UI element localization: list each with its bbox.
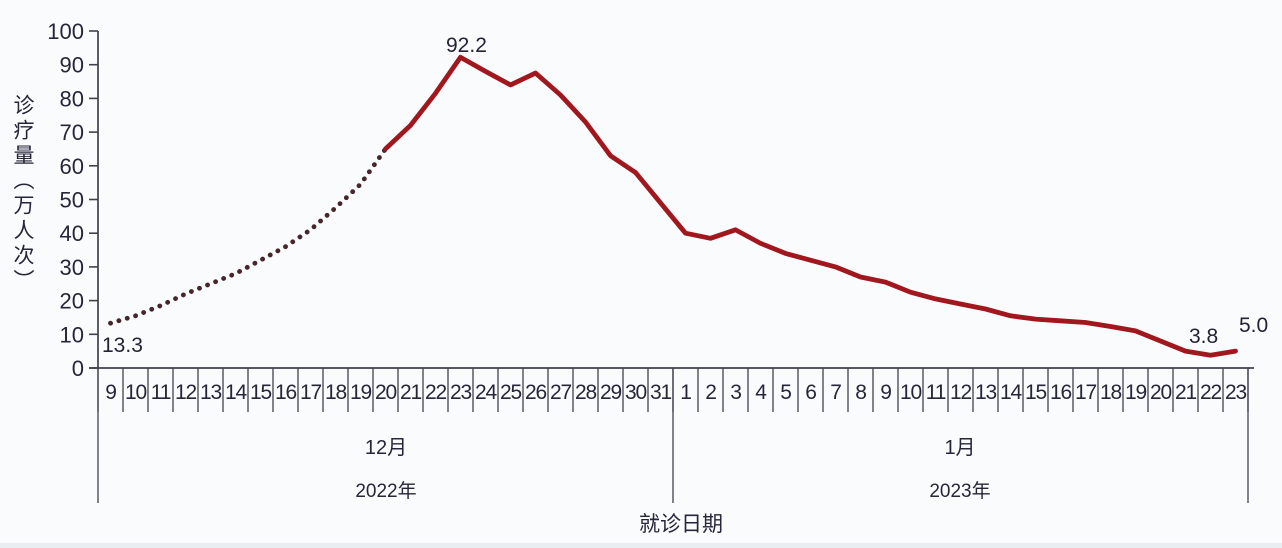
x-tick-day-label: 3 — [730, 381, 741, 404]
bottom-edge-strip — [0, 543, 1282, 548]
x-tick-day-label: 13 — [200, 381, 221, 404]
x-tick-day-label: 7 — [830, 381, 841, 404]
data-label-last-point: 5.0 — [1239, 314, 1269, 337]
x-tick-day-label: 12 — [175, 381, 196, 404]
x-tick-day-label: 1 — [680, 381, 691, 404]
data-label-peak: 92.2 — [446, 34, 487, 57]
x-tick-day-label: 17 — [300, 381, 321, 404]
x-tick-day-label: 19 — [1125, 381, 1146, 404]
x-tick-day-label: 18 — [1100, 381, 1121, 404]
x-tick-day-label: 22 — [425, 381, 446, 404]
x-tick-day-label: 9 — [105, 381, 116, 404]
x-tick-day-label: 23 — [1225, 381, 1246, 404]
x-tick-day-label: 27 — [550, 381, 571, 404]
x-tick-day-label: 12 — [950, 381, 971, 404]
y-tick-label: 60 — [60, 154, 84, 179]
x-tick-day-label: 11 — [151, 381, 171, 404]
x-tick-day-label: 5 — [780, 381, 791, 404]
series-line-dotted-segment — [108, 146, 388, 326]
x-tick-day-label: 8 — [855, 381, 866, 404]
y-tick-label: 20 — [60, 289, 84, 314]
x-tick-day-label: 16 — [275, 381, 296, 404]
y-tick-label: 100 — [47, 19, 84, 44]
month-label-january: 1月 — [944, 437, 976, 459]
series-line-solid-segment — [383, 54, 1238, 358]
x-tick-day-label: 26 — [525, 381, 546, 404]
y-tick-label: 80 — [60, 86, 84, 111]
x-tick-day-label: 24 — [475, 381, 497, 404]
x-tick-day-label: 6 — [805, 381, 816, 404]
x-tick-day-label: 31 — [650, 381, 671, 404]
x-tick-day-label: 2 — [705, 381, 716, 404]
data-label-minimum: 3.8 — [1189, 325, 1219, 348]
x-tick-day-label: 20 — [375, 381, 396, 404]
x-tick-day-label: 23 — [450, 381, 471, 404]
x-tick-day-label: 22 — [1200, 381, 1221, 404]
year-label-2022: 2022年 — [355, 481, 417, 502]
x-tick-day-label: 9 — [880, 381, 891, 404]
y-tick-label: 40 — [60, 221, 84, 246]
x-axis-title: 就诊日期 — [639, 513, 723, 536]
year-label-2023: 2023年 — [929, 481, 991, 502]
x-tick-day-label: 15 — [1025, 381, 1046, 404]
x-tick-day-label: 17 — [1075, 381, 1096, 404]
y-tick-label: 30 — [60, 255, 84, 280]
x-tick-day-label: 21 — [1175, 381, 1196, 404]
y-tick-label: 0 — [72, 356, 84, 381]
x-tick-day-label: 18 — [325, 381, 346, 404]
x-tick-day-label: 25 — [500, 381, 521, 404]
x-tick-day-label: 15 — [250, 381, 271, 404]
x-tick-day-label: 28 — [575, 381, 596, 404]
x-tick-day-label: 10 — [900, 381, 921, 404]
x-tick-day-label: 10 — [125, 381, 146, 404]
x-tick-day-label: 4 — [755, 381, 767, 404]
y-axis-title: 诊疗量（万人次） — [11, 94, 34, 294]
month-label-december: 12月 — [364, 437, 408, 459]
x-tick-day-label: 16 — [1050, 381, 1071, 404]
x-tick-day-label: 14 — [225, 381, 247, 404]
y-tick-label: 90 — [60, 53, 84, 78]
x-tick-day-label: 30 — [625, 381, 646, 404]
x-tick-day-label: 29 — [600, 381, 621, 404]
y-tick-label: 70 — [60, 120, 84, 145]
y-tick-label: 50 — [60, 188, 84, 213]
x-tick-day-label: 19 — [350, 381, 371, 404]
x-tick-day-label: 20 — [1150, 381, 1171, 404]
x-tick-day-label: 14 — [1000, 381, 1022, 404]
x-tick-day-label: 21 — [400, 381, 421, 404]
x-tick-day-label: 13 — [975, 381, 996, 404]
y-tick-label: 10 — [60, 322, 84, 347]
data-label-first-point: 13.3 — [102, 334, 143, 357]
x-tick-day-label: 11 — [926, 381, 946, 404]
